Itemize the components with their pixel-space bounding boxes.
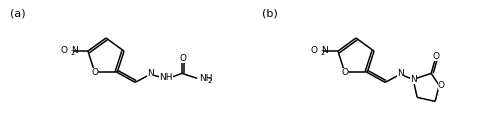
Text: (b): (b) xyxy=(262,8,278,18)
Text: O: O xyxy=(311,46,318,55)
Text: 2: 2 xyxy=(320,50,325,56)
Text: O: O xyxy=(342,68,348,77)
Text: 2: 2 xyxy=(207,78,212,84)
Text: NH: NH xyxy=(160,73,173,82)
Text: 2: 2 xyxy=(70,50,75,56)
Text: N: N xyxy=(410,75,416,84)
Text: O: O xyxy=(180,54,186,63)
Text: O: O xyxy=(61,46,68,55)
Text: N: N xyxy=(147,69,154,78)
Text: O: O xyxy=(438,81,444,90)
Text: O: O xyxy=(92,68,98,77)
Text: (a): (a) xyxy=(10,8,26,18)
Text: N: N xyxy=(322,46,328,55)
Text: O: O xyxy=(432,52,440,61)
Text: N: N xyxy=(397,69,404,78)
Text: N: N xyxy=(72,46,78,55)
Text: NH: NH xyxy=(199,74,212,83)
